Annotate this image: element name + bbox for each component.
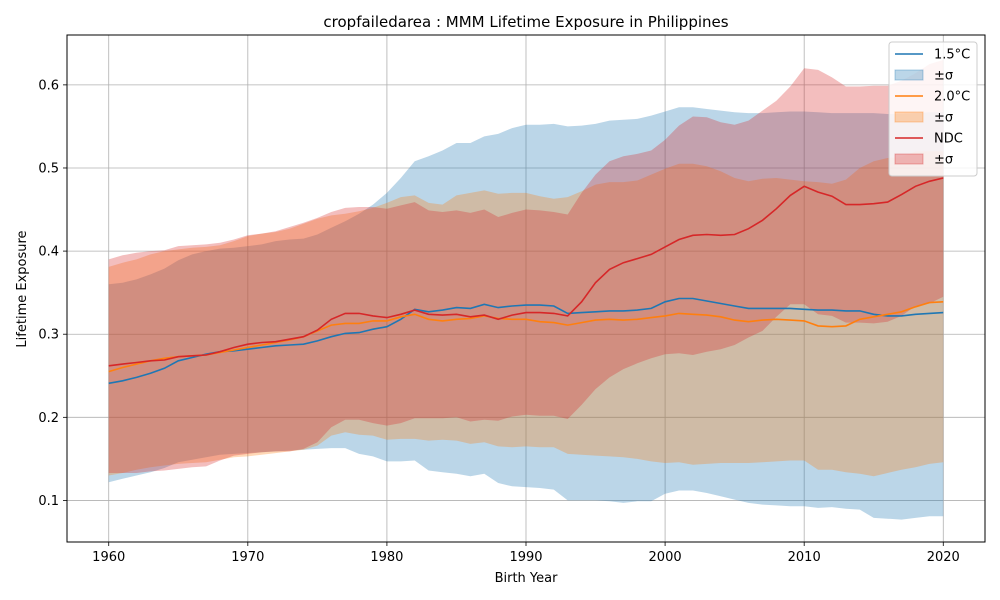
- plot-frame: [66, 34, 986, 543]
- x-tick-label: 1990: [509, 550, 542, 565]
- x-tick-label: 1960: [92, 550, 125, 565]
- band-series-1: [108, 151, 944, 477]
- band-series-0: [108, 107, 944, 520]
- x-tick-label: 2000: [649, 550, 682, 565]
- x-axis-ticks: 1960 1970 1980 1990 2000 2010 2020: [92, 542, 960, 565]
- legend-band-swatch: [894, 69, 924, 81]
- legend-label: 2.0°C: [934, 90, 970, 105]
- band-series-2: [108, 59, 944, 474]
- series-bands: [108, 59, 944, 520]
- x-tick-label: 2010: [788, 550, 821, 565]
- y-axis-label: Lifetime Exposure: [15, 230, 30, 347]
- y-tick-label: 0.2: [38, 411, 59, 426]
- y-tick-label: 0.4: [38, 245, 59, 260]
- x-tick-label: 1980: [370, 550, 403, 565]
- line-series-0: [108, 297, 944, 385]
- legend-band-swatch: [894, 153, 924, 165]
- legend-band-swatch: [894, 111, 924, 123]
- legend-band-label: ±σ: [934, 111, 953, 126]
- line-series-1: [108, 301, 944, 373]
- y-axis-ticks: 0.1 0.2 0.3 0.4 0.5 0.6: [38, 78, 67, 509]
- legend-box: [888, 41, 978, 177]
- y-tick-label: 0.1: [38, 494, 59, 509]
- legend-band-label: ±σ: [934, 69, 953, 84]
- legend-label: NDC: [934, 132, 963, 147]
- y-tick-label: 0.5: [38, 161, 59, 176]
- grid-lines: [67, 35, 985, 542]
- series-lines: [108, 177, 944, 385]
- legend-label: 1.5°C: [934, 48, 970, 63]
- x-tick-label: 2020: [927, 550, 960, 565]
- x-tick-label: 1970: [231, 550, 264, 565]
- legend-band-label: ±σ: [934, 153, 953, 168]
- line-series-2: [108, 177, 944, 367]
- y-tick-label: 0.3: [38, 328, 59, 343]
- chart-title: cropfailedarea : MMM Lifetime Exposure i…: [323, 13, 728, 31]
- legend: 1.5°C ±σ 2.0°C ±σ NDC ±σ: [888, 41, 978, 177]
- y-tick-label: 0.6: [38, 78, 59, 93]
- x-axis-label: Birth Year: [495, 571, 559, 586]
